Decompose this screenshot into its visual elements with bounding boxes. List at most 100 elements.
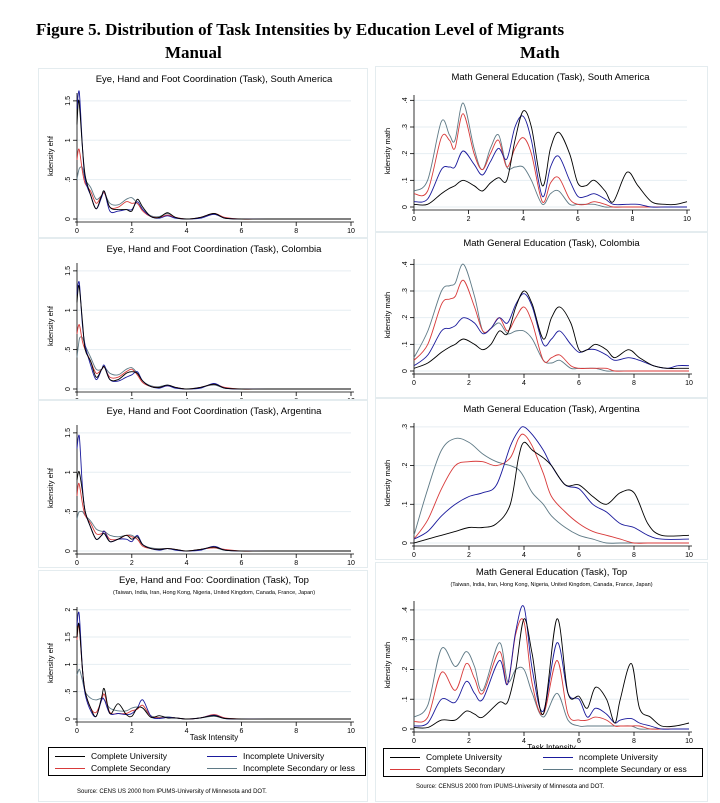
x-tick-label: 6 bbox=[577, 738, 581, 745]
x-tick-label: 0 bbox=[412, 552, 416, 559]
chart-svg: Math General Education (Task), Argentina… bbox=[383, 404, 693, 559]
y-tick-label: .5 bbox=[65, 509, 72, 515]
y-tick-label: 1 bbox=[65, 138, 72, 142]
series-line-complete-secondary bbox=[413, 113, 687, 208]
x-tick-label: 2 bbox=[130, 228, 134, 235]
x-tick-label: 0 bbox=[412, 216, 416, 223]
legend-label: Incomplete Secondary or less bbox=[243, 763, 355, 773]
series-line-complete-university bbox=[413, 110, 688, 206]
series-line-incomplete-university bbox=[413, 293, 690, 369]
chart-svg: Eye, Hand and Foot Coordination (Task), … bbox=[46, 74, 355, 235]
chart-svg: Eye, Hand and Foo: Coordination (Task), … bbox=[46, 575, 355, 742]
y-tick-label: 0 bbox=[402, 205, 409, 209]
legend-item: Complete Secondary bbox=[55, 763, 207, 773]
y-axis-label: kdensity math bbox=[383, 292, 392, 338]
x-tick-label: 4 bbox=[185, 398, 189, 399]
x-tick-label: 2 bbox=[467, 552, 471, 559]
x-tick-label: 8 bbox=[294, 728, 298, 735]
y-axis-label: kdensity math bbox=[383, 642, 392, 688]
x-tick-label: 10 bbox=[347, 228, 355, 235]
y-tick-label: .2 bbox=[402, 666, 409, 672]
chart-panel-math-south-america: Math General Education (Task), South Ame… bbox=[375, 66, 708, 232]
y-tick-label: .4 bbox=[402, 607, 409, 613]
x-tick-label: 4 bbox=[521, 216, 525, 223]
x-axis-label: Task Intensity bbox=[527, 743, 575, 752]
series-line-incomplete-university bbox=[76, 611, 351, 720]
x-tick-label: 10 bbox=[685, 380, 693, 387]
x-tick-label: 4 bbox=[522, 380, 526, 387]
legend-swatch bbox=[207, 767, 237, 769]
y-tick-label: 1.5 bbox=[65, 266, 72, 276]
chart-panel-manual-colombia: Eye, Hand and Foot Coordination (Task), … bbox=[38, 238, 368, 400]
series-line-complete-university bbox=[76, 285, 351, 390]
y-tick-label: .4 bbox=[402, 261, 409, 267]
x-tick-label: 2 bbox=[467, 216, 471, 223]
y-axis-label: kdensity ehf bbox=[46, 467, 55, 508]
series-line-incomplete-university bbox=[413, 426, 690, 540]
x-tick-label: 0 bbox=[75, 398, 79, 399]
chart-title: Eye, Hand and Foot Coordination (Task), … bbox=[107, 244, 323, 255]
chart-panel-math-argentina: Math General Education (Task), Argentina… bbox=[375, 398, 708, 560]
y-tick-label: .4 bbox=[402, 97, 409, 103]
series-line-incomplete-university bbox=[76, 281, 351, 390]
source-note: Source: CENSUS 2000 from IPUMS-Universit… bbox=[416, 784, 605, 790]
column-heading-manual: Manual bbox=[165, 43, 222, 62]
y-tick-label: 1.5 bbox=[65, 428, 72, 438]
x-tick-label: 10 bbox=[683, 216, 691, 223]
x-tick-label: 4 bbox=[522, 552, 526, 559]
chart-title: Math General Education (Task), Top bbox=[476, 567, 627, 578]
x-tick-label: 8 bbox=[630, 216, 634, 223]
series-line-incomplete-secondary-or-less bbox=[413, 437, 689, 544]
x-tick-label: 4 bbox=[185, 228, 189, 235]
x-tick-label: 8 bbox=[632, 552, 636, 559]
chart-panel-math-top: Math General Education (Task), Top (Taiwa… bbox=[375, 562, 708, 802]
legend-item: ncomplete University bbox=[543, 752, 696, 762]
series-line-incomplete-secondary-or-less bbox=[413, 102, 687, 208]
y-axis-label: kdensity ehf bbox=[46, 305, 55, 346]
legend-swatch bbox=[55, 767, 85, 769]
x-tick-label: 10 bbox=[685, 738, 693, 745]
chart-svg: Eye, Hand and Foot Coordination (Task), … bbox=[46, 244, 355, 399]
figure-title: Figure 5. Distribution of Task Intensiti… bbox=[36, 20, 565, 39]
series-line-complete-secondary bbox=[76, 624, 351, 720]
y-tick-label: 0 bbox=[65, 387, 72, 391]
y-tick-label: .3 bbox=[402, 424, 409, 430]
chart-title: Eye, Hand and Foot Coordination (Task), … bbox=[96, 74, 333, 85]
chart-panel-manual-south-america: Eye, Hand and Foot Coordination (Task), … bbox=[38, 68, 368, 238]
chart-svg: Math General Education (Task), South Ame… bbox=[383, 72, 691, 223]
series-line-complete-university bbox=[413, 441, 690, 544]
y-axis-label: kdensity ehf bbox=[46, 135, 55, 176]
x-tick-label: 2 bbox=[467, 738, 471, 745]
y-tick-label: 0 bbox=[402, 369, 409, 373]
y-tick-label: .1 bbox=[402, 177, 409, 183]
legend-item: Complete University bbox=[55, 751, 207, 761]
source-note: Source: CENS US 2000 from IPUMS-Universi… bbox=[77, 789, 267, 795]
legend-label: Complete Secondary bbox=[91, 763, 171, 773]
y-tick-label: .3 bbox=[402, 637, 409, 643]
x-tick-label: 4 bbox=[522, 738, 526, 745]
legend-swatch bbox=[543, 756, 573, 758]
x-tick-label: 8 bbox=[632, 738, 636, 745]
x-tick-label: 0 bbox=[412, 738, 416, 745]
y-tick-label: 0 bbox=[65, 549, 72, 553]
y-tick-label: 1 bbox=[65, 308, 72, 312]
legend-item: Incomplete Secondary or less bbox=[207, 763, 359, 773]
legend-swatch bbox=[390, 756, 420, 758]
y-tick-label: .1 bbox=[402, 501, 409, 507]
series-line-incomplete-university bbox=[413, 605, 689, 730]
y-tick-label: .3 bbox=[402, 288, 409, 294]
legend-label: Complete University bbox=[91, 751, 168, 761]
y-tick-label: .3 bbox=[402, 124, 409, 130]
y-tick-label: 0 bbox=[402, 541, 409, 545]
y-tick-label: .2 bbox=[402, 463, 409, 469]
chart-svg: Math General Education (Task), Colombia 0… bbox=[383, 238, 693, 387]
series-line-complete-university bbox=[76, 470, 351, 552]
legend-manual: Complete University Incomplete Universit… bbox=[48, 747, 366, 776]
legend-label: Complets Secondary bbox=[426, 764, 505, 774]
legend-swatch bbox=[55, 755, 85, 757]
chart-title: Math General Education (Task), South Ame… bbox=[451, 72, 650, 83]
legend-label: Incomplete University bbox=[243, 751, 325, 761]
y-tick-label: .5 bbox=[65, 347, 72, 353]
chart-svg: Eye, Hand and Foot Coordination (Task), … bbox=[46, 406, 355, 567]
y-tick-label: 0 bbox=[65, 217, 72, 221]
